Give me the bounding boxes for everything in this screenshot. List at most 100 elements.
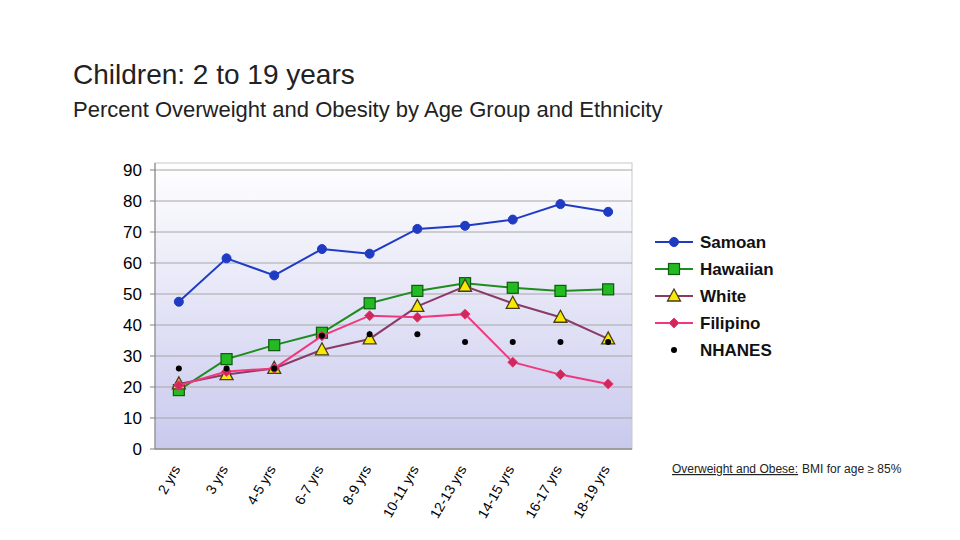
data-point [363, 332, 376, 344]
legend-label: White [700, 287, 746, 306]
data-point [603, 379, 613, 389]
legend-marker [669, 264, 680, 275]
y-tick-label: 30 [123, 347, 142, 366]
data-point [365, 311, 375, 321]
series-line [179, 204, 608, 302]
data-point [603, 284, 614, 295]
legend-marker [670, 238, 679, 247]
y-tick-label: 80 [123, 192, 142, 211]
x-tick-label: 12-13 yrs [427, 463, 470, 522]
data-point [412, 312, 422, 322]
data-point [510, 339, 516, 345]
x-tick-label: 8-9 yrs [339, 463, 374, 508]
x-tick-label: 3 yrs [202, 463, 231, 497]
legend-label: Hawaiian [700, 260, 774, 279]
tick-mark [150, 263, 155, 264]
series-line [179, 314, 608, 385]
data-point [605, 339, 611, 345]
grid-line [155, 449, 632, 450]
data-point [224, 365, 230, 371]
chart: Children: 2 to 19 years Percent Overweigh… [0, 0, 960, 540]
data-point [270, 271, 279, 280]
data-point [506, 296, 519, 308]
data-point [507, 282, 518, 293]
data-point [413, 224, 422, 233]
subtitle: Percent Overweight and Obesity by Age Gr… [73, 97, 662, 122]
legend-marker [671, 347, 677, 353]
data-point [269, 340, 280, 351]
data-point [176, 365, 182, 371]
data-point [317, 245, 326, 254]
data-point [174, 380, 184, 390]
data-point [414, 331, 420, 337]
data-point [271, 365, 277, 371]
x-tick-label: 16-17 yrs [522, 463, 565, 522]
legend-label: Samoan [700, 233, 766, 252]
annotation: BMI for age ≥ 85% [802, 462, 902, 476]
data-point [367, 331, 373, 337]
y-tick-label: 20 [123, 378, 142, 397]
tick-mark [150, 232, 155, 233]
data-point [365, 249, 374, 258]
title: Children: 2 to 19 years [73, 59, 355, 90]
legend-label: Filipino [700, 314, 760, 333]
data-point [556, 200, 565, 209]
legend-marker [669, 318, 679, 328]
data-point [462, 339, 468, 345]
x-tick-label: 4-5 yrs [244, 463, 279, 508]
y-tick-label: 60 [123, 254, 142, 273]
data-point [317, 331, 327, 341]
data-point [604, 207, 613, 216]
annotation: Overweight and Obese: [672, 462, 798, 476]
data-point [508, 357, 518, 367]
x-tick-label: 18-19 yrs [570, 463, 613, 522]
grid-line [155, 232, 632, 233]
data-point [174, 297, 183, 306]
y-tick-label: 50 [123, 285, 142, 304]
legend-label: NHANES [700, 341, 772, 360]
y-tick-label: 70 [123, 223, 142, 242]
data-point [364, 298, 375, 309]
data-point [461, 221, 470, 230]
plot-series [172, 200, 614, 396]
grid-line [155, 387, 632, 388]
grid-line [155, 170, 632, 171]
data-point [319, 333, 325, 339]
data-point [555, 285, 566, 296]
data-point [411, 299, 424, 311]
data-point [508, 215, 517, 224]
data-point [557, 339, 563, 345]
data-point [222, 254, 231, 263]
x-tick-label: 14-15 yrs [474, 463, 517, 522]
x-tick-label: 6-7 yrs [291, 463, 326, 508]
x-tick-label: 2 yrs [154, 463, 183, 497]
series-line [179, 283, 608, 390]
x-tick-label: 10-11 yrs [379, 463, 422, 521]
data-point [555, 370, 565, 380]
data-point [412, 285, 423, 296]
legend-marker [668, 289, 681, 301]
tick-mark [150, 170, 155, 171]
tick-mark [150, 449, 155, 450]
y-tick-label: 40 [123, 316, 142, 335]
grid-line [155, 325, 632, 326]
y-tick-label: 90 [123, 161, 142, 180]
data-point [268, 361, 281, 373]
data-point [221, 354, 232, 365]
tick-mark [150, 387, 155, 388]
tick-mark [150, 294, 155, 295]
tick-mark [150, 201, 155, 202]
plot-area [155, 163, 632, 449]
tick-mark [150, 418, 155, 419]
tick-mark [150, 325, 155, 326]
data-point [554, 310, 567, 322]
tick-mark [150, 356, 155, 357]
data-point [315, 343, 328, 355]
y-axis [155, 163, 156, 449]
data-point [269, 363, 279, 373]
y-tick-label: 0 [133, 440, 142, 459]
grid-line [155, 418, 632, 419]
x-axis [155, 449, 632, 450]
data-point [460, 309, 470, 319]
y-tick-label: 10 [123, 409, 142, 428]
